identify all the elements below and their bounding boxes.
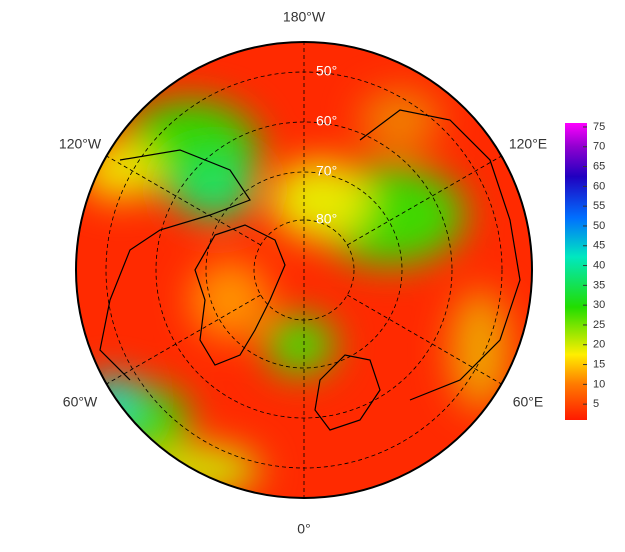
colorbar-tick-label: 10 bbox=[593, 378, 605, 390]
meridian-line bbox=[347, 155, 502, 246]
latitude-label: 50° bbox=[316, 63, 337, 79]
longitude-label: 180°W bbox=[283, 9, 326, 25]
longitude-label: 120°E bbox=[509, 136, 547, 152]
colorbar-tick-label: 75 bbox=[593, 121, 605, 133]
colorbar-tick-label: 60 bbox=[593, 180, 605, 192]
latitude-circle bbox=[205, 171, 403, 369]
colorbar-tick-label: 45 bbox=[593, 240, 605, 252]
colorbar-tick-label: 25 bbox=[593, 319, 605, 331]
latitude-label: 80° bbox=[316, 211, 337, 227]
graticule bbox=[105, 42, 503, 498]
colorbar-tick-label: 30 bbox=[593, 299, 605, 311]
longitude-label: 0° bbox=[297, 521, 310, 537]
longitude-label: 60°E bbox=[513, 394, 544, 410]
colorbar-tick-label: 50 bbox=[593, 220, 605, 232]
colorbar-tick-label: 20 bbox=[593, 339, 605, 351]
latitude-label: 60° bbox=[316, 113, 337, 129]
meridian-line bbox=[106, 155, 261, 246]
longitude-label: 60°W bbox=[63, 394, 98, 410]
colorbar-tick-label: 35 bbox=[593, 279, 605, 291]
map-border bbox=[75, 41, 533, 499]
latitude-label: 70° bbox=[316, 163, 337, 179]
colorbar-gradient bbox=[565, 123, 587, 420]
colorbar-tick-label: 65 bbox=[593, 160, 605, 172]
longitude-label: 120°W bbox=[59, 136, 102, 152]
colorbar-tick-label: 55 bbox=[593, 200, 605, 212]
colorbar-tick-label: 5 bbox=[593, 398, 599, 410]
colorbar-tick-label: 40 bbox=[593, 259, 605, 271]
meridian-line bbox=[347, 294, 502, 385]
colorbar-tick-label: 15 bbox=[593, 358, 605, 370]
colorbar: 5 10 15 20 25 30 35 40 45 50 55 60 65 70 75 bbox=[565, 121, 605, 420]
meridian-line bbox=[106, 294, 261, 385]
colorbar-tick-label: 70 bbox=[593, 141, 605, 153]
